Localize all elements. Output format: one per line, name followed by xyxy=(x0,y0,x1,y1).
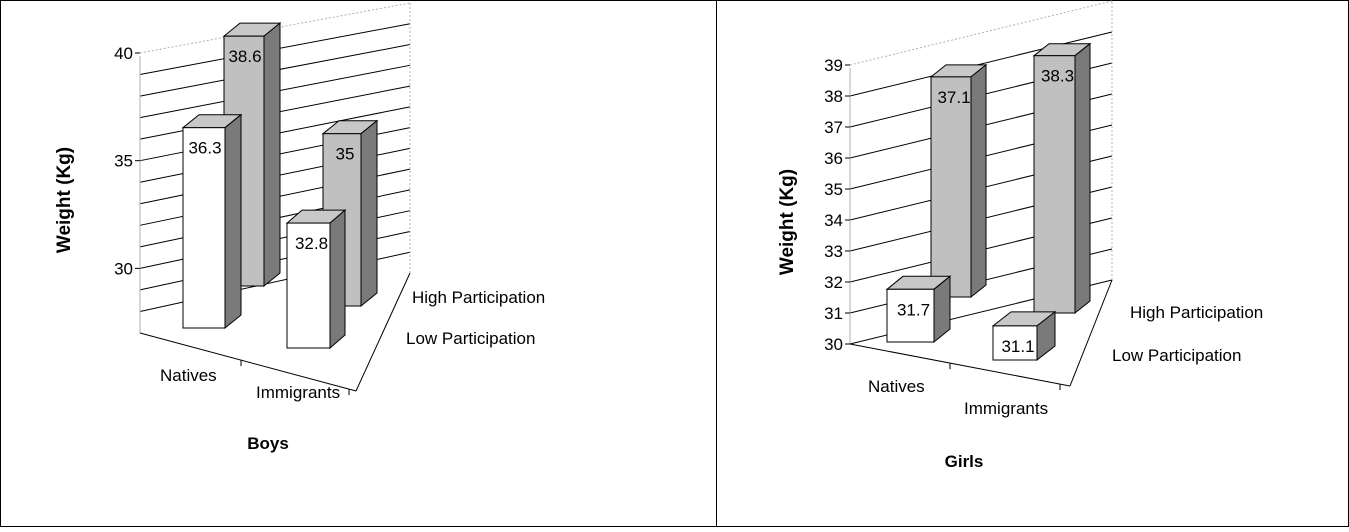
y-tick-label-girls: 34 xyxy=(824,211,843,230)
depth-axis-girls xyxy=(1069,279,1113,387)
bar-girls-natives-high xyxy=(930,76,972,298)
category-label-boys: Immigrants xyxy=(256,383,340,402)
bar-side-girls xyxy=(1074,42,1091,315)
x-axis-girls xyxy=(849,343,1071,387)
bar-boys-natives-low xyxy=(182,127,226,329)
y-tick-label-girls: 31 xyxy=(824,304,843,323)
bar-girls-natives-low xyxy=(886,288,935,343)
y-tick-label-girls: 32 xyxy=(824,273,843,292)
y-tick-label-girls: 30 xyxy=(824,335,843,354)
data-label-boys: 32.8 xyxy=(295,234,328,253)
data-label-boys: 36.3 xyxy=(188,139,221,158)
data-label-girls: 37.1 xyxy=(937,88,970,107)
y-tick-label-girls: 37 xyxy=(824,118,843,137)
y-tick-label-boys: 30 xyxy=(114,259,133,278)
depth-axis-boys xyxy=(355,272,411,392)
data-label-boys: 38.6 xyxy=(228,47,261,66)
x-axis-boys xyxy=(139,332,357,392)
y-axis-title-boys: Weight (Kg) xyxy=(54,147,75,253)
bar-side-boys xyxy=(263,22,281,288)
depth-label-boys: Low Participation xyxy=(406,329,535,348)
depth-label-girls: High Participation xyxy=(1130,303,1263,322)
chart-boys: 30 35 40 38.6 36.3 35 32.8 Natives Immigrants Low… xyxy=(54,2,545,453)
y-tick-label-boys: 35 xyxy=(114,152,133,171)
data-label-girls: 31.1 xyxy=(1001,337,1034,356)
data-label-girls: 31.7 xyxy=(897,300,930,319)
y-axis-title-girls: Weight (Kg) xyxy=(777,169,798,275)
bar-boys-immigrants-low xyxy=(286,222,331,349)
chart-girls: 30 31 32 33 34 35 36 37 38 39 37.1 31.7 38.3 31.1 Nati… xyxy=(777,0,1263,471)
depth-label-boys: High Participation xyxy=(412,288,545,307)
bar-side-boys xyxy=(329,208,346,350)
x-axis-title-boys: Boys xyxy=(247,434,289,453)
category-label-girls: Natives xyxy=(868,377,925,396)
data-label-boys: 35 xyxy=(336,145,355,164)
bar-side-girls xyxy=(970,63,987,299)
bar-side-boys xyxy=(224,113,242,330)
data-label-girls: 38.3 xyxy=(1041,67,1074,86)
gridline-girls xyxy=(849,0,1113,66)
y-tick-label-girls: 36 xyxy=(824,149,843,168)
y-tick-label-girls: 38 xyxy=(824,87,843,106)
bar-side-boys xyxy=(360,119,378,308)
category-label-girls: Immigrants xyxy=(964,399,1048,418)
depth-label-girls: Low Participation xyxy=(1112,346,1241,365)
y-tick-label-girls: 33 xyxy=(824,242,843,261)
category-label-boys: Natives xyxy=(160,366,217,385)
y-tick-label-boys: 40 xyxy=(114,44,133,63)
y-tick-label-girls: 35 xyxy=(824,180,843,199)
y-tick-label-girls: 39 xyxy=(824,56,843,75)
gridline-girls xyxy=(849,31,1113,97)
bar-girls-immigrants-high xyxy=(1033,55,1076,314)
bar-girls-immigrants-low xyxy=(992,325,1038,361)
x-axis-title-girls: Girls xyxy=(945,452,984,471)
